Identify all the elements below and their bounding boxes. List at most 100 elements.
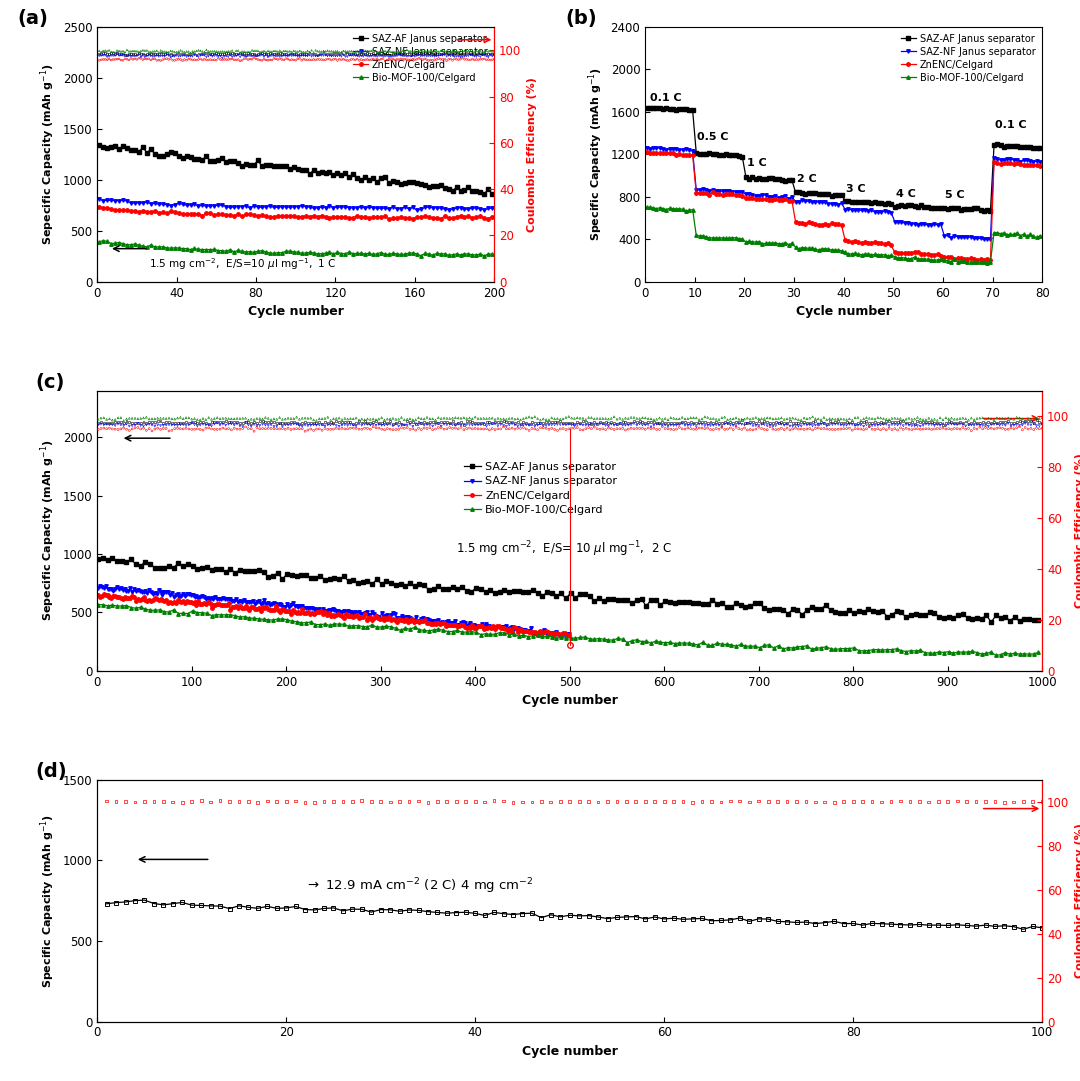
- Point: [580, 416, 597, 433]
- Point: [156, 43, 173, 61]
- Point: [406, 44, 423, 62]
- Point: [761, 416, 779, 433]
- Point: [463, 46, 481, 64]
- Point: [418, 414, 435, 431]
- Point: [810, 415, 827, 432]
- Point: [538, 414, 555, 431]
- Point: [399, 418, 416, 436]
- SAZ-AF Janus separator: [93, 138, 106, 151]
- Point: [337, 42, 354, 59]
- Point: [410, 414, 428, 431]
- Point: [339, 52, 356, 69]
- Point: [321, 46, 338, 64]
- Point: [168, 43, 186, 61]
- Point: [826, 421, 843, 438]
- Point: [93, 46, 110, 64]
- Point: [683, 413, 700, 430]
- Point: [307, 42, 324, 59]
- Point: [849, 421, 866, 438]
- Point: [162, 45, 179, 63]
- Point: [789, 414, 807, 431]
- Bio-MOF-100/Celgard: [299, 246, 312, 259]
- Point: [376, 411, 393, 428]
- ZnENC/Celgard: [168, 206, 181, 219]
- Point: [713, 793, 730, 811]
- Point: [387, 421, 404, 438]
- Point: [418, 416, 435, 433]
- Point: [456, 416, 473, 433]
- Point: [311, 414, 328, 431]
- Point: [268, 414, 285, 431]
- Point: [690, 415, 707, 432]
- Point: [156, 48, 173, 65]
- Point: [254, 416, 271, 433]
- Point: [359, 411, 376, 428]
- Point: [484, 48, 501, 65]
- Point: [339, 414, 356, 431]
- SAZ-NF Janus separator: [955, 230, 968, 243]
- Point: [554, 410, 571, 427]
- Point: [283, 43, 300, 61]
- Point: [120, 51, 137, 68]
- Point: [364, 413, 382, 430]
- Point: [252, 44, 269, 62]
- ZnENC/Celgard: [288, 605, 301, 618]
- Point: [416, 410, 433, 427]
- Point: [287, 46, 305, 64]
- Point: [301, 43, 319, 61]
- Point: [446, 48, 463, 65]
- Point: [240, 48, 257, 65]
- Point: [444, 45, 461, 63]
- Point: [98, 49, 116, 66]
- Point: [835, 411, 852, 428]
- Point: [438, 410, 456, 427]
- Point: [594, 421, 611, 438]
- Point: [110, 51, 127, 68]
- Point: [266, 421, 283, 438]
- Point: [402, 421, 419, 438]
- Point: [441, 414, 458, 431]
- Point: [787, 410, 805, 427]
- SAZ-AF Janus separator: [153, 561, 166, 574]
- Point: [189, 415, 206, 432]
- Point: [308, 416, 325, 433]
- Point: [1025, 421, 1042, 438]
- Point: [444, 410, 461, 427]
- Point: [1016, 412, 1034, 429]
- Point: [93, 410, 110, 427]
- Point: [456, 416, 473, 433]
- Point: [1011, 417, 1028, 435]
- Point: [228, 42, 245, 59]
- Bio-MOF-100/Celgard: [640, 201, 653, 214]
- SAZ-AF Janus separator: [640, 102, 653, 115]
- Legend: SAZ-AF Janus separator, SAZ-NF Janus separator, ZnENC/Celgard, Bio-MOF-100/Celga: SAZ-AF Janus separator, SAZ-NF Janus sep…: [351, 31, 489, 84]
- Point: [305, 46, 322, 64]
- Point: [414, 45, 431, 63]
- Point: [887, 410, 904, 427]
- Point: [231, 414, 248, 431]
- Point: [674, 409, 691, 426]
- Y-axis label: Coulombic Efficiency (%): Coulombic Efficiency (%): [527, 77, 537, 231]
- Point: [381, 415, 399, 432]
- Point: [183, 415, 201, 432]
- Point: [608, 421, 625, 438]
- Point: [465, 45, 483, 63]
- Point: [948, 414, 966, 431]
- ZnENC/Celgard: [97, 587, 110, 600]
- Point: [532, 792, 550, 810]
- Point: [631, 419, 648, 437]
- SAZ-AF Janus separator: [347, 573, 360, 586]
- Point: [758, 422, 775, 439]
- Point: [1005, 793, 1023, 811]
- Point: [787, 415, 805, 432]
- Point: [546, 421, 564, 438]
- Point: [948, 421, 966, 438]
- Point: [897, 419, 915, 437]
- Point: [273, 45, 291, 63]
- Point: [909, 409, 927, 426]
- Point: [327, 44, 345, 62]
- Point: [296, 793, 314, 811]
- Point: [779, 419, 796, 437]
- Point: [198, 419, 215, 437]
- Point: [679, 416, 697, 433]
